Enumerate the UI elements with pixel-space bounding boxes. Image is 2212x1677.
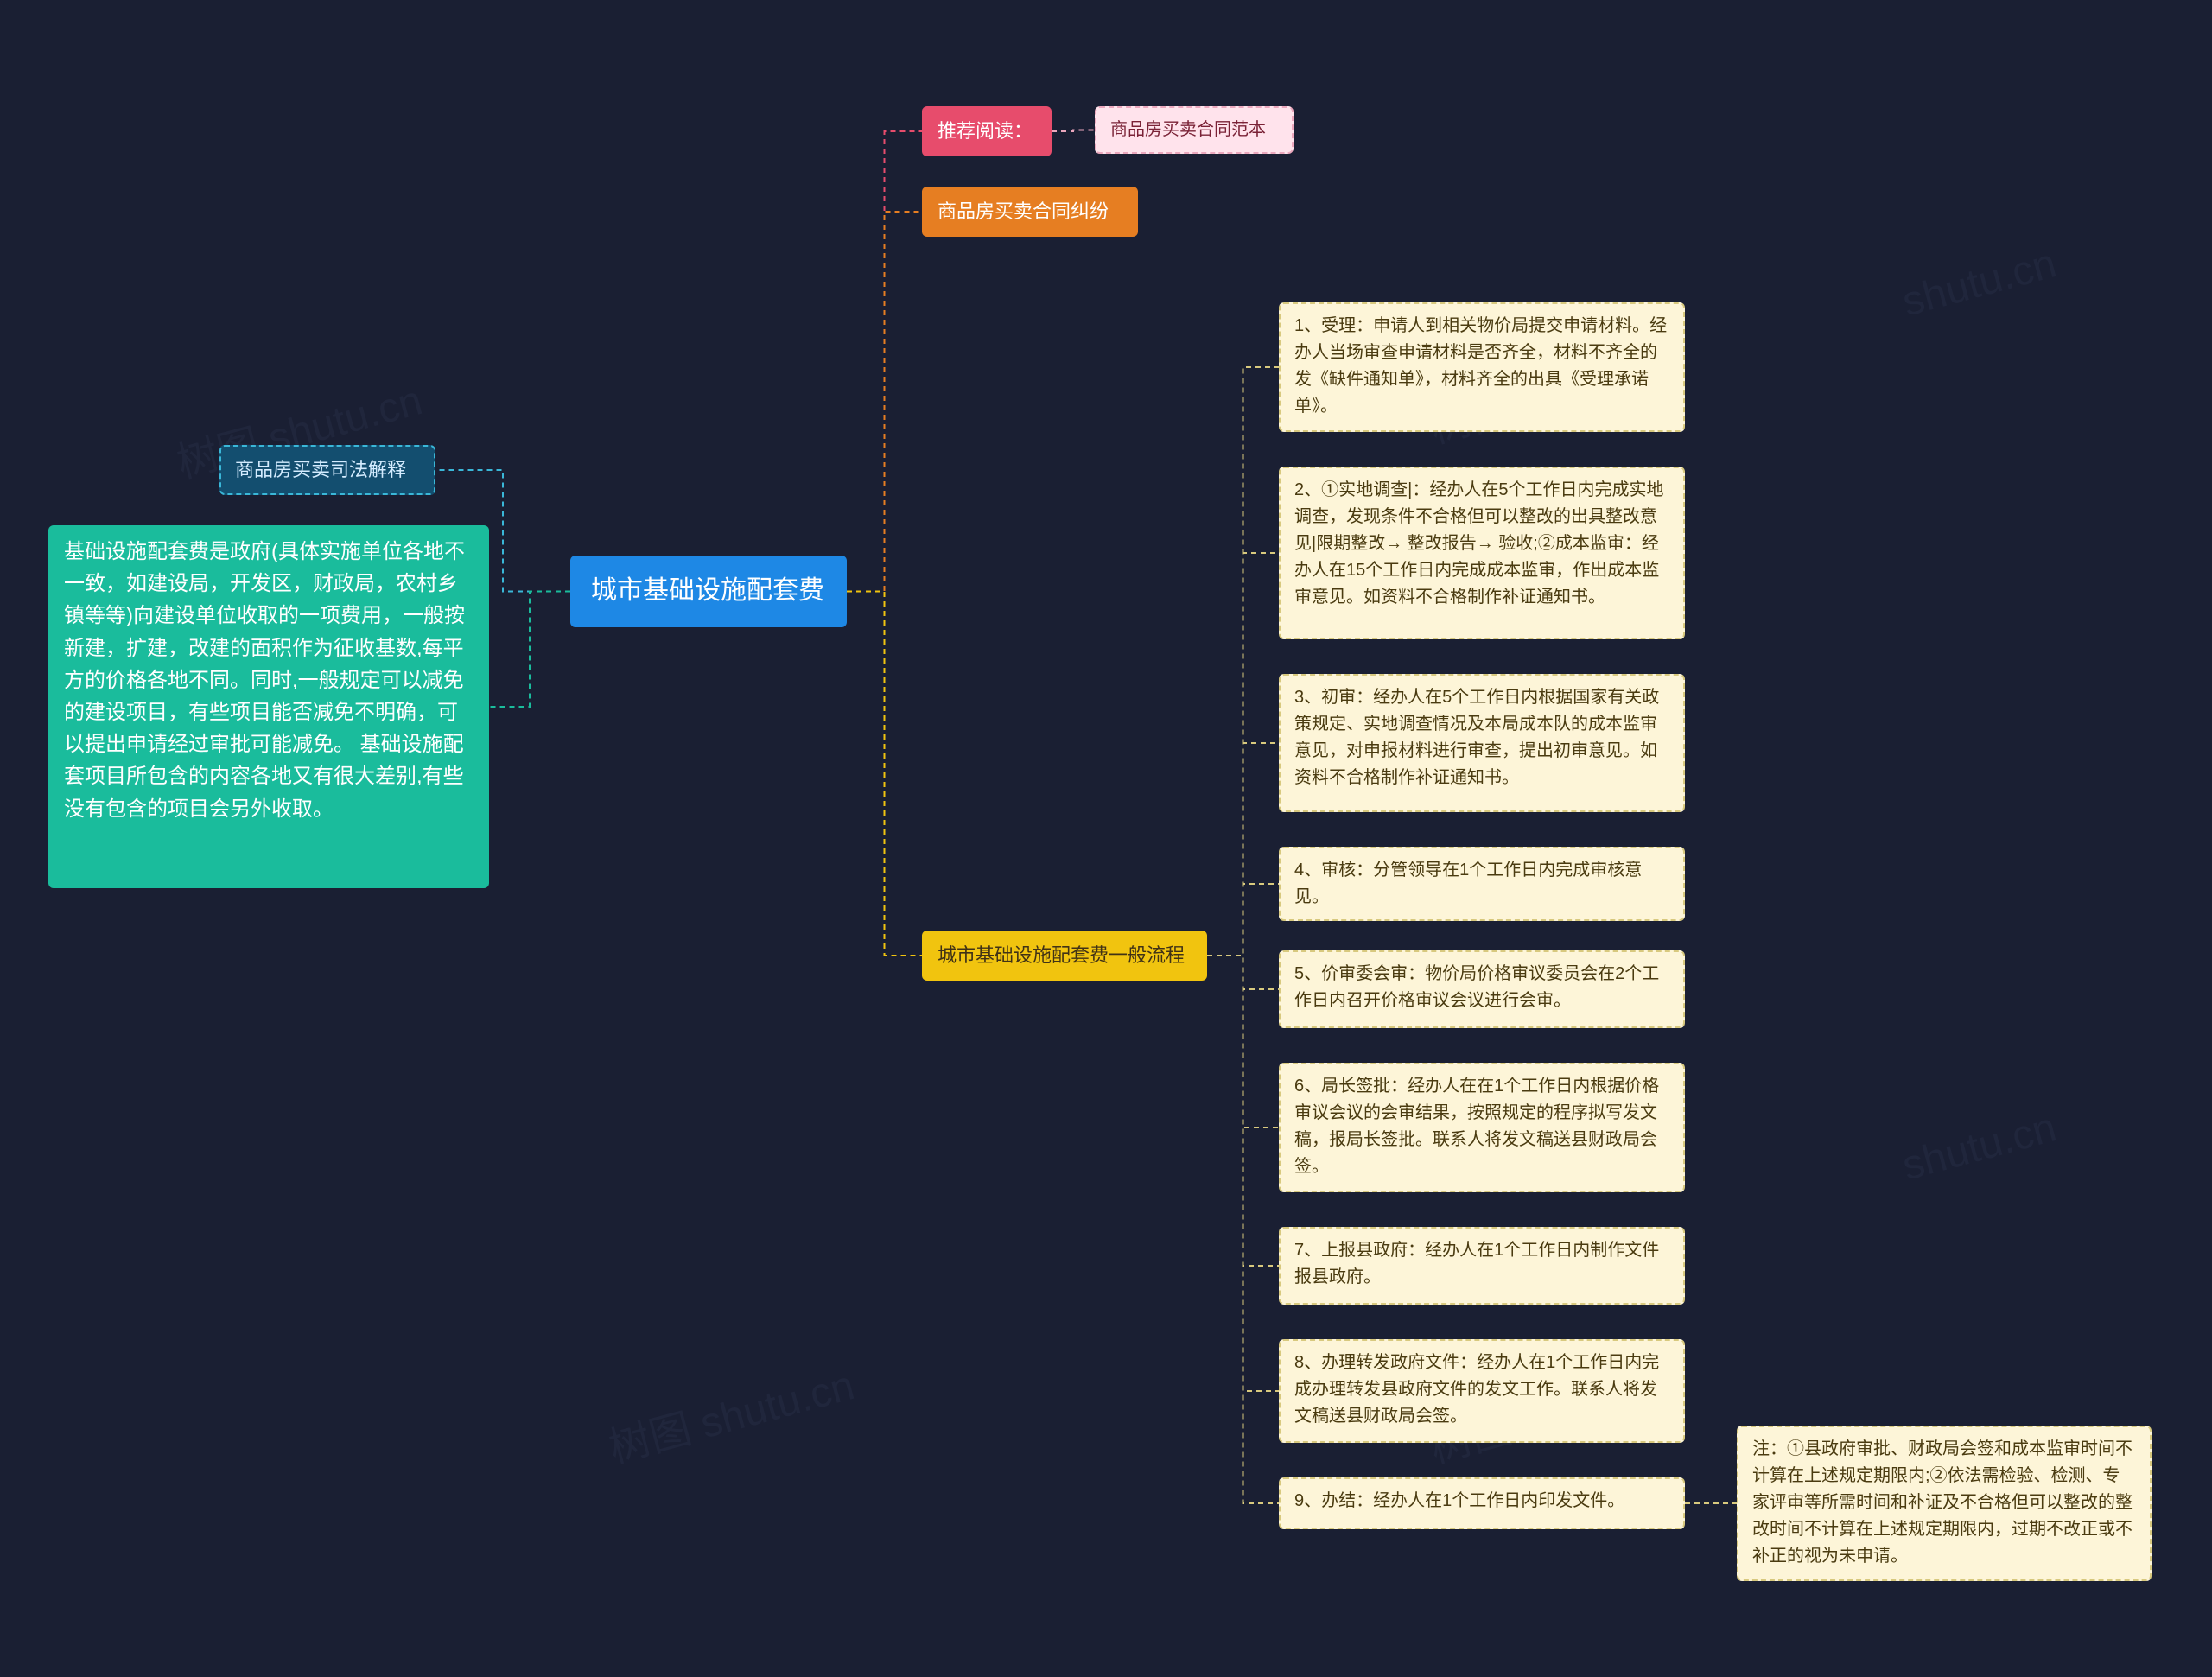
- edge-center-left2: [489, 592, 570, 708]
- edge-flow-s8: [1207, 956, 1279, 1391]
- mindmap-node-dispute[interactable]: 商品房买卖合同纠纷: [922, 187, 1138, 237]
- edge-flow-s6: [1207, 956, 1279, 1128]
- mindmap-node-flow[interactable]: 城市基础设施配套费一般流程: [922, 931, 1207, 981]
- edge-rec-rec_child: [1052, 130, 1095, 132]
- mindmap-node-center[interactable]: 城市基础设施配套费: [570, 556, 847, 627]
- mindmap-node-rec_child[interactable]: 商品房买卖合同范本: [1095, 106, 1294, 154]
- edge-center-flow: [847, 592, 922, 956]
- edge-center-dispute: [847, 212, 922, 592]
- edge-flow-s5: [1207, 956, 1279, 989]
- watermark: shutu.cn: [1897, 1103, 2062, 1190]
- mindmap-node-s3[interactable]: 3、初审：经办人在5个工作日内根据国家有关政策规定、实地调查情况及本局成本队的成…: [1279, 674, 1685, 812]
- edge-flow-s2: [1207, 553, 1279, 956]
- mindmap-node-s6[interactable]: 6、局长签批：经办人在在1个工作日内根据价格审议会议的会审结果，按照规定的程序拟…: [1279, 1063, 1685, 1192]
- mindmap-node-note[interactable]: 注：①县政府审批、财政局会签和成本监审时间不计算在上述规定期限内;②依法需检验、…: [1737, 1426, 2152, 1581]
- edge-flow-s3: [1207, 743, 1279, 956]
- mindmap-node-s2[interactable]: 2、①实地调查|：经办人在5个工作日内完成实地调查，发现条件不合格但可以整改的出…: [1279, 467, 1685, 639]
- edge-flow-s7: [1207, 956, 1279, 1266]
- watermark: 树图 shutu.cn: [601, 1351, 860, 1475]
- mindmap-node-s9[interactable]: 9、办结：经办人在1个工作日内印发文件。: [1279, 1477, 1685, 1529]
- mindmap-node-s1[interactable]: 1、受理：申请人到相关物价局提交申请材料。经办人当场审查申请材料是否齐全，材料不…: [1279, 302, 1685, 432]
- mindmap-node-left2[interactable]: 基础设施配套费是政府(具体实施单位各地不一致，如建设局，开发区，财政局，农村乡镇…: [48, 525, 489, 888]
- mindmap-node-s8[interactable]: 8、办理转发政府文件：经办人在1个工作日内完成办理转发县政府文件的发文工作。联系…: [1279, 1339, 1685, 1443]
- watermark: shutu.cn: [1897, 239, 2062, 326]
- mindmap-node-left1[interactable]: 商品房买卖司法解释: [219, 445, 435, 495]
- mindmap-node-s5[interactable]: 5、价审委会审：物价局价格审议委员会在2个工作日内召开价格审议会议进行会审。: [1279, 950, 1685, 1028]
- mindmap-node-s4[interactable]: 4、审核：分管领导在1个工作日内完成审核意见。: [1279, 847, 1685, 921]
- edge-flow-s9: [1207, 956, 1279, 1503]
- edge-flow-s4: [1207, 884, 1279, 956]
- mindmap-node-rec[interactable]: 推荐阅读：: [922, 106, 1052, 156]
- edge-center-rec: [847, 131, 922, 592]
- edge-flow-s1: [1207, 367, 1279, 956]
- mindmap-node-s7[interactable]: 7、上报县政府：经办人在1个工作日内制作文件报县政府。: [1279, 1227, 1685, 1305]
